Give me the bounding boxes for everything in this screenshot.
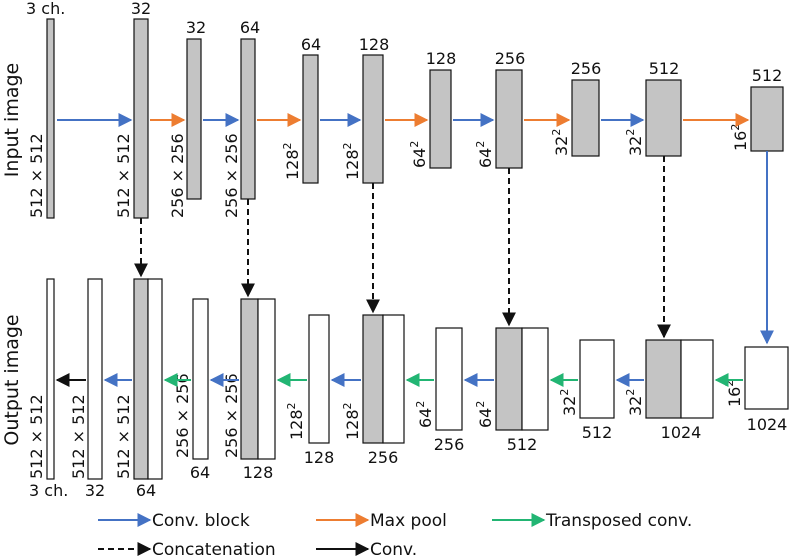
channel-label: 3 ch. [26,0,65,18]
channel-label: 256 [495,49,526,68]
channel-label: 512 [649,59,680,78]
input-image-label: Input image [1,63,23,177]
channel-label: 64 [240,18,260,37]
feature-map-input [46,18,55,219]
decoder-row: 512 × 512 512 × 512 512 × 512 256 × 256 … [27,278,789,500]
feature-map-dec-2-up [147,278,163,480]
feature-map-dec-7 [435,327,463,431]
feature-map-dec-1 [87,278,103,480]
legend-transposed-conv-label: Transposed conv. [545,511,692,531]
feature-map-enc-7 [495,69,523,169]
channel-label: 256 [368,448,399,467]
legend-conv-label: Conv. [370,540,417,558]
size-label: 256 × 256 [222,133,241,218]
feature-map-dec-6-up [382,314,405,444]
feature-map-dec-4-up [257,298,276,460]
size-label: 322 [550,129,571,156]
feature-map-enc-1 [133,18,149,219]
channel-label: 512 [752,66,783,85]
size-label: 512 × 512 [114,133,133,218]
size-label: 322 [558,389,579,416]
size-label: 512 × 512 [114,394,133,479]
feature-map-dec-10-up [680,339,714,419]
feature-map-dec-11 [744,346,789,410]
channel-label: 3 ch. [29,481,68,500]
feature-map-dec-4-skip [240,298,259,460]
size-label: 642 [474,401,495,428]
size-label: 162 [729,124,750,151]
legend: Conv. block Max pool Transposed conv. Co… [98,511,692,558]
channel-label: 128 [243,463,274,482]
size-label: 256 × 256 [222,373,241,458]
channel-label: 64 [136,481,156,500]
feature-map-enc-3 [240,38,256,200]
legend-conv-block-label: Conv. block [152,511,250,531]
channel-label: 512 [582,423,613,442]
feature-map-dec-9 [579,339,615,419]
size-label: 1282 [341,402,362,440]
size-label: 642 [414,401,435,428]
size-label: 1282 [341,142,362,180]
legend-concatenation-label: Concatenation [152,540,276,558]
size-label: 642 [474,141,495,168]
encoder-row: 3 ch. 32 32 64 64 128 128 256 256 512 51… [26,0,784,219]
channel-label: 1024 [747,415,788,434]
feature-map-dec-2-skip [133,278,149,480]
feature-map-enc-2 [186,38,202,200]
size-label: 322 [624,389,645,416]
channel-label: 256 [434,435,465,454]
size-label: 322 [624,129,645,156]
feature-map-enc-9 [645,79,682,157]
channel-label: 128 [359,35,390,54]
size-label: 1282 [281,142,302,180]
channel-label: 64 [301,35,321,54]
size-label: 256 × 256 [168,133,187,218]
size-label: 512 × 512 [69,394,88,479]
feature-map-dec-3 [192,298,209,460]
size-label: 512 × 512 [27,394,46,479]
size-label: 162 [723,380,744,407]
feature-map-dec-10-skip [645,339,682,419]
size-label: 512 × 512 [27,133,46,218]
size-label: 642 [408,141,429,168]
feature-map-enc-6 [429,69,452,169]
size-label: 256 × 256 [173,373,192,458]
feature-map-dec-8-skip [495,327,523,431]
feature-map-dec-5 [308,314,330,444]
feature-map-enc-10 [750,86,784,152]
channel-label: 128 [304,448,335,467]
channel-label: 512 [507,435,538,454]
feature-map-enc-5 [362,54,384,184]
feature-map-dec-8-up [521,327,549,431]
channel-label: 128 [426,49,457,68]
legend-max-pool-label: Max pool [370,511,447,531]
size-label: 1282 [285,402,306,440]
skip-connections [134,156,671,339]
feature-map-enc-4 [302,54,319,184]
channel-label: 256 [571,59,602,78]
feature-map-dec-6-skip [362,314,384,444]
feature-map-output [46,278,55,480]
feature-map-enc-8 [571,79,600,157]
channel-label: 32 [85,481,105,500]
channel-label: 32 [186,18,206,37]
output-image-label: Output image [1,314,23,445]
channel-label: 32 [131,0,151,18]
channel-label: 64 [190,463,210,482]
channel-label: 1024 [661,423,702,442]
